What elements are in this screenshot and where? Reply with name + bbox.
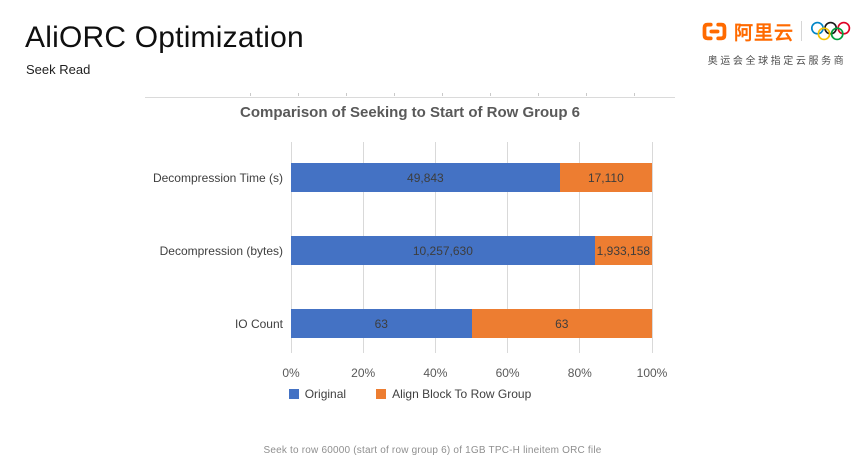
chart-legend: Original Align Block To Row Group [145, 387, 675, 401]
bar-row: 49,843 17,110 [291, 163, 652, 192]
x-tick-label: 0% [282, 366, 300, 380]
category-label: IO Count [234, 316, 283, 331]
category-label: Decompression (bytes) [159, 243, 283, 258]
chart-title: Comparison of Seeking to Start of Row Gr… [239, 104, 581, 121]
legend-label: Align Block To Row Group [392, 387, 532, 401]
x-tick-label: 60% [495, 366, 520, 380]
legend-swatch [376, 389, 387, 399]
value-label: 49,843 [407, 170, 444, 185]
logo-divider [800, 21, 802, 41]
gridline [651, 142, 653, 353]
bar-segment-original: 63 [291, 309, 472, 338]
logo-row: 阿里云 [702, 18, 852, 44]
logo-tagline: 奥运会全球指定云服务商 [707, 56, 847, 67]
alibaba-cloud-logo: 阿里云 奥运会全球指定云服务商 [702, 18, 852, 67]
bar-row: 63 63 [291, 309, 652, 338]
value-label: 63 [374, 316, 388, 331]
bar-row: 10,257,630 1,933,158 [291, 236, 652, 265]
page-subtitle: Seek Read [26, 62, 91, 77]
stacked-bar-chart: Comparison of Seeking to Start of Row Gr… [145, 90, 675, 420]
legend-item: Original [288, 387, 347, 401]
bar-segment-align-block-to-row-group: 1,933,158 [594, 236, 652, 265]
olympic-rings-icon [810, 21, 851, 41]
page-title: AliORC Optimization [25, 21, 304, 54]
x-tick-label: 100% [636, 366, 668, 380]
brand-name: 阿里云 [733, 22, 794, 44]
bar-segment-align-block-to-row-group: 17,110 [559, 163, 652, 192]
x-tick-label: 80% [567, 366, 592, 380]
plot-area: 49,843 17,110 10,257,630 1,933,158 63 63 [290, 142, 653, 353]
bar-segment-original: 10,257,630 [291, 236, 595, 265]
x-tick-label: 40% [423, 366, 448, 380]
value-label: 1,933,158 [596, 243, 651, 258]
value-label: 63 [555, 316, 569, 331]
value-label: 10,257,630 [412, 243, 473, 258]
legend-label: Original [304, 387, 347, 401]
x-tick-label: 20% [351, 366, 376, 380]
footnote: Seek to row 60000 (start of row group 6)… [263, 445, 602, 456]
bar-segment-original: 49,843 [291, 163, 560, 192]
bar-segment-align-block-to-row-group: 63 [471, 309, 652, 338]
alibaba-cloud-brackets-icon [702, 22, 727, 40]
value-label: 17,110 [587, 170, 624, 185]
legend-swatch [288, 389, 299, 399]
chart-top-ruler [145, 93, 675, 98]
legend-item: Align Block To Row Group [376, 387, 531, 401]
category-label: Decompression Time (s) [152, 170, 283, 185]
